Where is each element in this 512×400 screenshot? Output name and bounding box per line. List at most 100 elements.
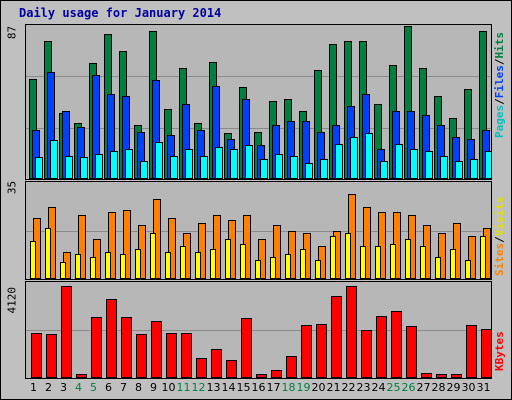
- sites-bar-day-31: [480, 236, 486, 279]
- sites-bar-day-26: [405, 239, 411, 279]
- pages-bar-day-3: [65, 156, 73, 179]
- kbytes-bar-day-8: [136, 334, 147, 378]
- pages-bar-day-27: [425, 151, 433, 179]
- day-label-7: 7: [120, 381, 127, 394]
- day-label-2: 2: [45, 381, 52, 394]
- day-label-24: 24: [371, 381, 386, 394]
- legend-files: Files: [493, 65, 506, 99]
- visits-bar-day-6: [108, 212, 116, 279]
- sites-bar-day-7: [120, 254, 126, 279]
- hits-files-pages-legend: Pages/Files/Hits: [493, 1, 509, 181]
- sites-bar-day-15: [240, 244, 246, 279]
- day-label-13: 13: [206, 381, 221, 394]
- kbytes-bar-day-20: [316, 324, 327, 378]
- legend-sites: Sites: [493, 242, 506, 276]
- kbytes-bar-day-9: [151, 321, 162, 378]
- sites-bar-day-24: [375, 246, 381, 279]
- pages-bar-day-31: [485, 151, 491, 179]
- day-label-5: 5: [90, 381, 97, 394]
- legend-visits: Visits: [493, 196, 506, 237]
- kbytes-bar-day-6: [106, 299, 117, 378]
- day-label-25: 25: [386, 381, 401, 394]
- pages-bar-day-7: [125, 149, 133, 179]
- sites-bar-day-30: [465, 260, 471, 279]
- pages-bar-day-10: [170, 156, 178, 179]
- pages-bar-day-4: [80, 157, 88, 179]
- day-label-9: 9: [150, 381, 157, 394]
- pages-bar-day-29: [455, 161, 463, 179]
- legend-hits: Hits: [493, 32, 506, 59]
- sites-bar-day-12: [195, 252, 201, 279]
- kbytes-plot: [26, 286, 491, 378]
- pages-bar-day-30: [470, 159, 478, 179]
- legend-pages: Pages: [493, 104, 506, 138]
- pages-bar-day-12: [200, 156, 208, 179]
- sites-bar-day-6: [105, 252, 111, 279]
- sites-bar-day-5: [90, 257, 96, 279]
- sites-bar-day-16: [255, 260, 261, 279]
- pages-bar-day-21: [335, 144, 343, 179]
- pages-bar-day-22: [350, 137, 358, 179]
- sites-bar-day-21: [330, 236, 336, 279]
- visits-bar-day-17: [273, 225, 281, 279]
- visits-sites-plot: [26, 194, 491, 279]
- day-label-28: 28: [431, 381, 446, 394]
- visits-bar-day-30: [468, 236, 476, 279]
- day-label-16: 16: [251, 381, 266, 394]
- sites-bar-day-23: [360, 246, 366, 279]
- kbytes-bar-day-21: [331, 296, 342, 378]
- day-label-29: 29: [446, 381, 461, 394]
- pages-bar-day-2: [50, 140, 58, 179]
- day-label-11: 11: [176, 381, 191, 394]
- kbytes-bar-day-2: [46, 334, 57, 378]
- legend-separator: /: [493, 98, 506, 105]
- pages-bar-day-19: [305, 163, 313, 179]
- kbytes-bar-day-23: [361, 330, 372, 378]
- day-label-18: 18: [281, 381, 296, 394]
- pages-bar-day-13: [215, 147, 223, 179]
- day-label-12: 12: [191, 381, 206, 394]
- legend-kbytes: KBytes: [493, 331, 506, 371]
- pages-bar-day-14: [230, 149, 238, 179]
- visits-ymax-label: 35: [5, 180, 19, 195]
- legend-separator: /: [493, 58, 506, 66]
- pages-bar-day-24: [380, 161, 388, 179]
- sites-bar-day-20: [315, 260, 321, 279]
- visits-bar-day-12: [198, 223, 206, 279]
- kbytes-panel: [25, 281, 492, 379]
- day-label-23: 23: [356, 381, 371, 394]
- kbytes-bar-day-25: [391, 311, 402, 378]
- day-label-17: 17: [266, 381, 281, 394]
- sites-bar-day-17: [270, 257, 276, 279]
- pages-bar-day-23: [365, 133, 373, 179]
- pages-bar-day-6: [110, 151, 118, 179]
- pages-bar-day-15: [245, 145, 253, 179]
- sites-bar-day-4: [75, 254, 81, 279]
- sites-bar-day-11: [180, 246, 186, 279]
- sites-visits-legend: Sites/Visits: [493, 181, 509, 281]
- kbytes-bar-day-30: [466, 325, 477, 378]
- sites-bar-day-13: [210, 249, 216, 279]
- day-label-27: 27: [416, 381, 431, 394]
- legend-separator: /: [493, 236, 506, 243]
- sites-bar-day-28: [435, 257, 441, 279]
- kbytes-ymax-label: 4120: [5, 287, 19, 314]
- hits-files-pages-panel: [25, 24, 492, 180]
- kbytes-bar-day-26: [406, 326, 417, 378]
- sites-bar-day-2: [45, 228, 51, 279]
- day-label-19: 19: [296, 381, 311, 394]
- sites-bar-day-10: [165, 252, 171, 279]
- visits-bar-day-7: [123, 210, 131, 279]
- kbytes-bar-day-10: [166, 333, 177, 378]
- pages-bar-day-8: [140, 161, 148, 179]
- sites-bar-day-1: [30, 241, 36, 279]
- kbytes-bar-day-3: [61, 286, 72, 378]
- kbytes-bar-day-19: [301, 325, 312, 378]
- day-label-22: 22: [341, 381, 356, 394]
- pages-bar-day-18: [290, 156, 298, 179]
- day-label-31: 31: [476, 381, 491, 394]
- kbytes-bar-day-1: [31, 333, 42, 378]
- kbytes-bar-day-29: [451, 374, 462, 378]
- sites-bar-day-22: [345, 233, 351, 279]
